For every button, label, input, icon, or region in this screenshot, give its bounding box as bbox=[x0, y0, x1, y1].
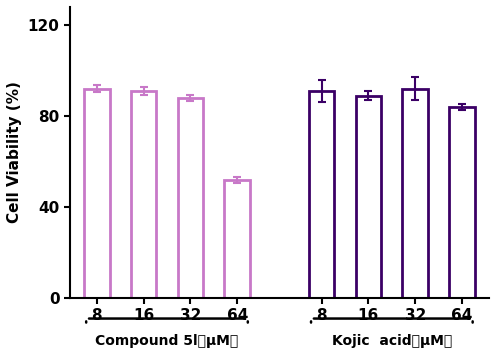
Bar bbox=[356, 96, 381, 298]
Text: Kojic  acid（μM）: Kojic acid（μM） bbox=[332, 335, 452, 348]
Bar bbox=[224, 180, 250, 298]
Bar bbox=[130, 91, 156, 298]
Y-axis label: Cell Viability (%): Cell Viability (%) bbox=[7, 82, 22, 223]
Bar bbox=[402, 89, 428, 298]
Bar bbox=[449, 107, 475, 298]
Bar bbox=[84, 89, 110, 298]
Bar bbox=[178, 98, 203, 298]
Bar bbox=[309, 91, 334, 298]
Text: Compound 5l（μM）: Compound 5l（μM） bbox=[95, 335, 239, 348]
